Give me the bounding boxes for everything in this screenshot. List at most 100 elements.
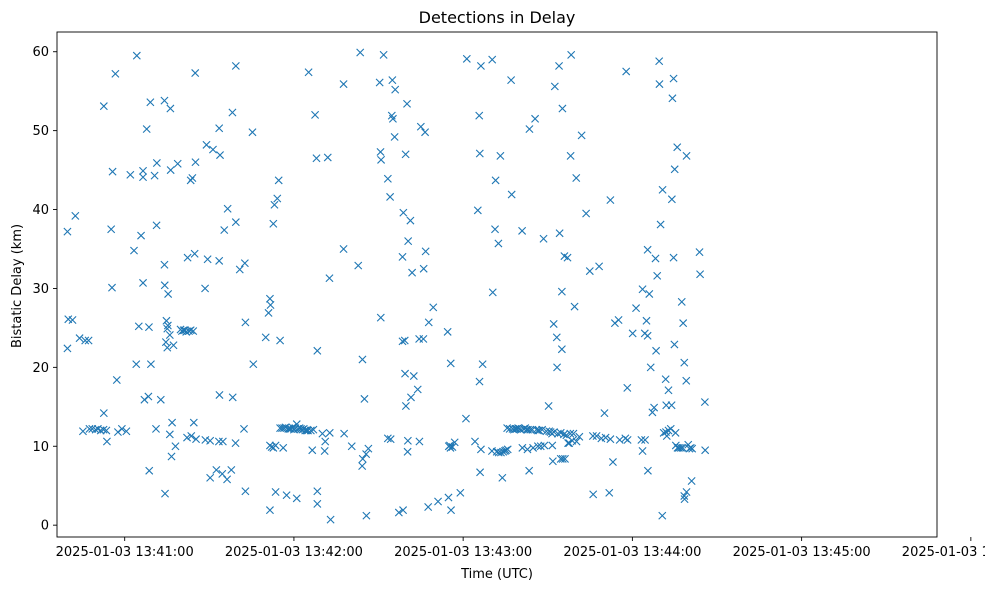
data-point-332 (585, 267, 594, 276)
data-point-244 (476, 61, 485, 70)
data-point-328 (572, 173, 581, 182)
data-point-250 (491, 225, 500, 234)
data-point-369 (655, 57, 664, 66)
data-point-397 (679, 319, 688, 328)
data-point-231 (447, 506, 456, 515)
data-point-310 (557, 345, 566, 354)
data-point-92 (212, 465, 221, 474)
data-point-382 (667, 401, 676, 410)
data-point-407 (687, 476, 696, 485)
data-point-27 (126, 170, 135, 179)
data-point-153 (304, 68, 313, 77)
data-point-111 (240, 259, 249, 268)
data-point-230 (446, 443, 455, 452)
data-point-272 (518, 226, 527, 235)
data-point-395 (677, 297, 686, 306)
y-axis-label: Bistatic Delay (km) (10, 224, 25, 348)
data-point-91 (208, 145, 217, 154)
data-point-128 (273, 194, 282, 203)
data-point-193 (388, 114, 397, 123)
data-point-83 (191, 158, 200, 167)
data-point-335 (592, 432, 601, 440)
data-point-28 (130, 246, 138, 255)
data-point-384 (668, 94, 677, 103)
data-point-0 (63, 227, 72, 236)
data-point-203 (401, 150, 410, 159)
data-point-108 (231, 61, 240, 70)
data-point-119 (265, 294, 274, 303)
data-point-238 (473, 206, 482, 215)
data-point-368 (653, 271, 662, 280)
data-point-156 (309, 425, 318, 434)
plot-area (57, 32, 937, 537)
data-point-279 (525, 125, 534, 134)
data-point-24 (113, 428, 122, 437)
data-point-161 (313, 499, 322, 508)
data-point-221 (424, 503, 433, 512)
y-tick-label-0: 0 (41, 519, 49, 534)
data-point-190 (386, 435, 395, 444)
data-point-174 (356, 48, 365, 57)
data-point-361 (643, 466, 652, 475)
data-point-302 (550, 82, 559, 91)
data-point-58 (165, 331, 174, 339)
data-point-157 (311, 110, 320, 119)
data-point-333 (588, 432, 597, 440)
data-point-255 (496, 151, 505, 160)
data-point-165 (323, 153, 332, 162)
data-point-185 (376, 313, 385, 322)
data-point-354 (638, 447, 647, 455)
data-points (63, 48, 710, 524)
data-point-115 (248, 128, 257, 137)
data-point-90 (206, 436, 215, 445)
data-point-283 (529, 443, 538, 452)
data-point-181 (364, 444, 373, 453)
data-point-97 (216, 151, 225, 160)
data-point-204 (401, 402, 410, 411)
y-tick-label-4: 40 (32, 203, 49, 218)
data-point-387 (670, 340, 679, 349)
data-point-202 (401, 369, 410, 378)
data-point-385 (669, 74, 678, 83)
data-point-1 (63, 344, 72, 353)
data-point-401 (682, 376, 691, 385)
data-point-271 (516, 425, 525, 434)
data-point-211 (408, 268, 417, 277)
data-point-365 (650, 403, 659, 412)
data-point-222 (424, 318, 433, 327)
data-point-114 (249, 360, 258, 369)
data-point-322 (566, 151, 575, 160)
data-point-7 (81, 336, 90, 345)
data-point-242 (476, 468, 485, 477)
x-tick-label-4: 2025-01-03 13:45:00 (733, 545, 871, 560)
data-point-398 (680, 358, 689, 367)
data-point-225 (443, 327, 452, 336)
data-point-248 (488, 288, 497, 297)
data-point-164 (321, 437, 330, 446)
data-point-46 (152, 158, 161, 167)
data-point-218 (419, 264, 428, 273)
data-point-159 (313, 346, 322, 355)
x-tick-label-5: 2025-01-03 13:46:00 (902, 545, 985, 560)
data-point-256 (498, 473, 507, 482)
data-point-81 (190, 249, 199, 258)
data-point-217 (419, 334, 428, 343)
data-point-216 (416, 122, 425, 131)
data-point-277 (523, 445, 532, 454)
data-point-103 (227, 465, 236, 474)
data-point-280 (526, 425, 535, 434)
data-point-298 (548, 441, 557, 450)
data-point-233 (450, 438, 459, 447)
data-point-35 (139, 166, 148, 175)
data-point-366 (651, 254, 660, 263)
data-point-182 (375, 78, 384, 87)
data-point-160 (313, 487, 322, 496)
data-point-318 (563, 253, 572, 262)
data-point-345 (614, 316, 623, 324)
data-point-175 (358, 461, 367, 470)
data-point-306 (555, 61, 564, 70)
data-point-88 (203, 255, 212, 264)
data-point-44 (152, 424, 160, 433)
data-point-259 (502, 446, 511, 455)
